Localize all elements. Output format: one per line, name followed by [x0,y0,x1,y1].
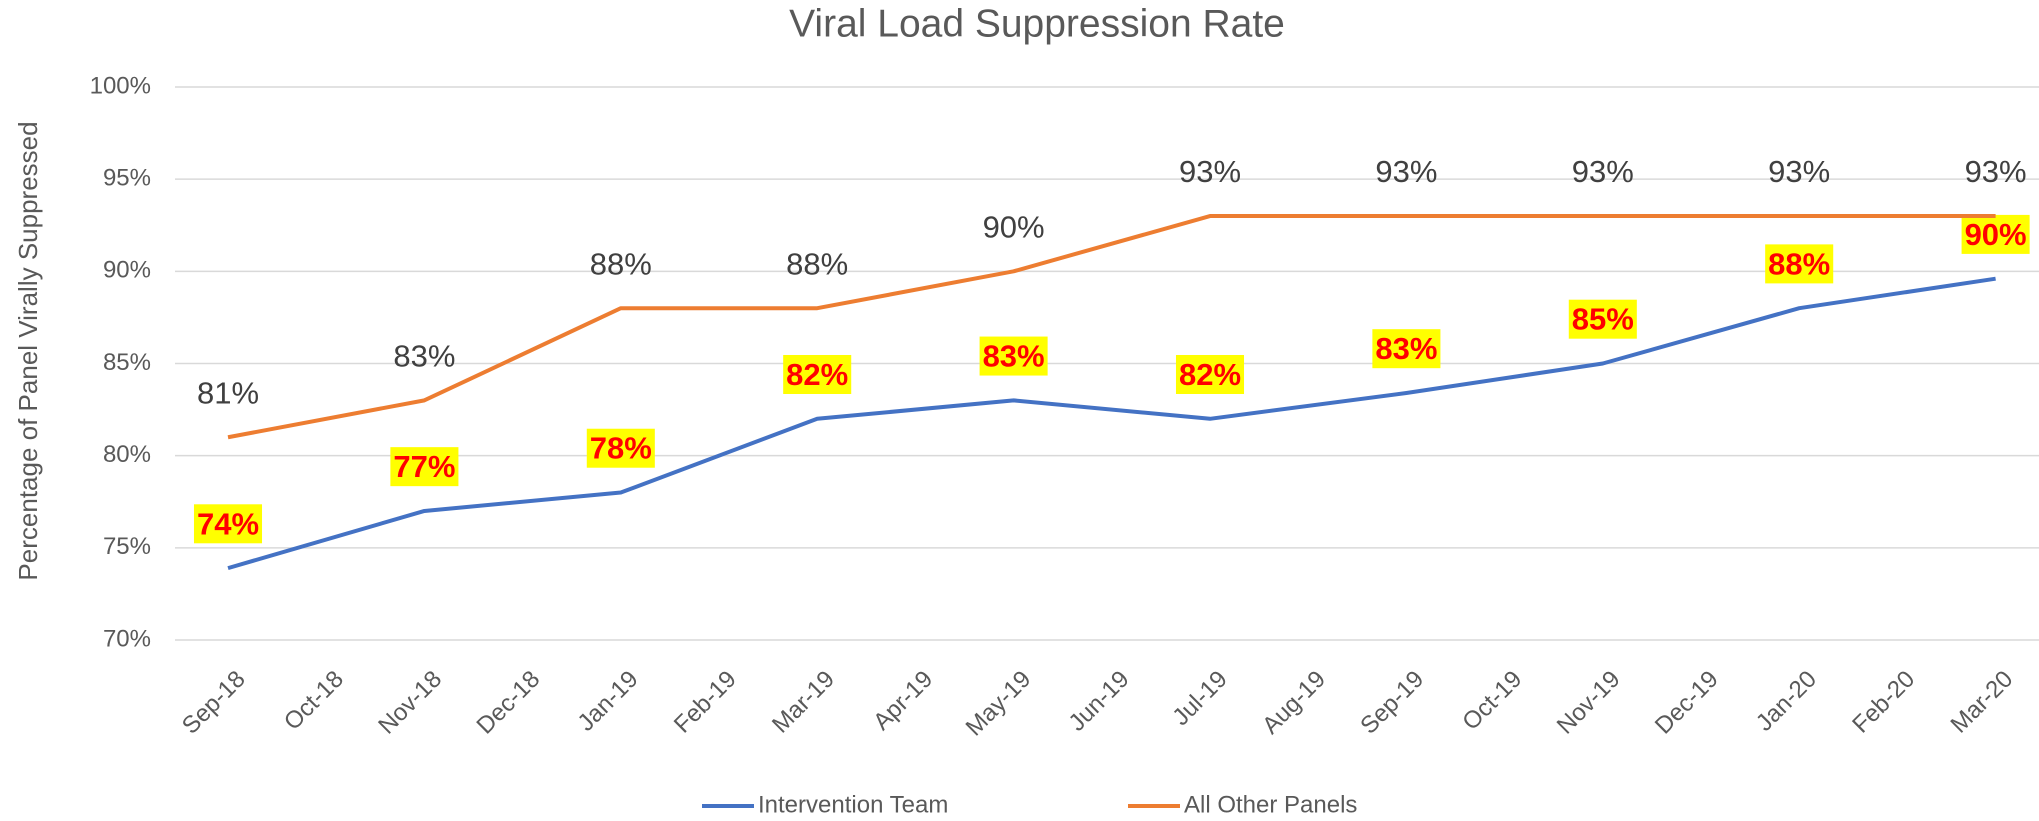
data-label-group: 90% [1961,214,2030,254]
data-label: 93% [1572,154,1634,189]
y-tick-label: 80% [103,441,151,468]
series-line [227,214,1996,440]
label-bg [193,504,263,544]
y-tick-label: 95% [103,165,151,192]
x-tick-label: Sep-18 [177,666,251,740]
data-label-group: 82% [1175,354,1245,394]
y-tick-label: 85% [103,349,151,376]
y-tick-label: 75% [103,533,151,560]
data-label-group: 83% [1372,329,1441,369]
x-tick-label: Jan-19 [573,666,644,737]
x-tick-label: Aug-19 [1257,666,1331,740]
data-label: 90% [983,210,1045,245]
data-label: 93% [1965,154,2027,189]
data-label: 83% [393,339,455,374]
data-label: 78% [590,431,652,466]
data-label-group: 85% [1568,299,1637,339]
x-tick-label: Feb-20 [1847,666,1920,739]
x-tick-label: Oct-19 [1457,666,1527,736]
data-label: 74% [197,506,259,541]
data-label: 82% [786,357,848,392]
y-tick-label: 90% [103,257,151,284]
label-bg [1372,329,1441,369]
data-label: 93% [1375,154,1437,189]
label-bg [1961,214,2030,254]
data-label: 93% [1768,154,1830,189]
label-bg [1175,354,1245,394]
x-tick-label: Oct-18 [279,666,349,736]
label-bg [1568,299,1637,339]
data-label-group: 88% [1765,244,1834,284]
label-bg [979,336,1048,376]
data-label: 83% [1375,331,1437,366]
data-label-group: 78% [586,428,655,468]
series-line [227,276,1996,571]
label-bg [783,354,852,394]
x-tick-label: Nov-18 [373,666,447,740]
data-label-group: 77% [390,447,459,487]
x-tick-label: Mar-19 [767,666,840,739]
legend-label: Intervention Team [758,791,948,818]
label-bg [586,428,655,468]
data-label: 77% [393,449,455,484]
y-tick-label: 100% [90,72,151,99]
x-tick-label: Sep-19 [1355,666,1429,740]
label-bg [1765,244,1834,284]
data-label-group: 74% [193,504,263,544]
data-label: 88% [1768,246,1830,281]
x-tick-label: Feb-19 [669,666,742,739]
x-tick-label: Jun-19 [1064,666,1135,737]
data-label-group: 83% [979,336,1048,376]
chart-title: Viral Load Suppression Rate [789,2,1285,45]
data-label: 81% [197,375,259,410]
x-tick-label: Jul-19 [1167,666,1232,731]
x-tick-label: Jan-20 [1751,666,1822,737]
data-label: 83% [983,339,1045,374]
data-label: 93% [1179,154,1241,189]
data-label: 85% [1572,302,1634,337]
x-tick-label: Dec-18 [472,666,546,740]
x-tick-label: May-19 [961,666,1037,742]
data-label: 88% [786,246,848,281]
y-axis-title: Percentage of Panel Virally Suppressed [13,121,43,580]
y-tick-label: 70% [103,625,151,652]
data-label: 90% [1965,217,2027,252]
x-tick-label: Apr-19 [868,666,938,736]
x-tick-label: Mar-20 [1945,666,2018,739]
data-label-group: 82% [783,354,852,394]
x-tick-label: Nov-19 [1552,666,1626,740]
data-label: 88% [590,246,652,281]
data-label: 82% [1179,357,1241,392]
legend-label: All Other Panels [1184,791,1357,818]
label-bg [390,447,459,487]
x-tick-label: Dec-19 [1650,666,1724,740]
